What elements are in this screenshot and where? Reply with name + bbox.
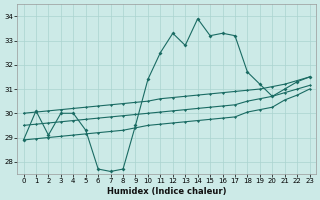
X-axis label: Humidex (Indice chaleur): Humidex (Indice chaleur) [107,187,226,196]
